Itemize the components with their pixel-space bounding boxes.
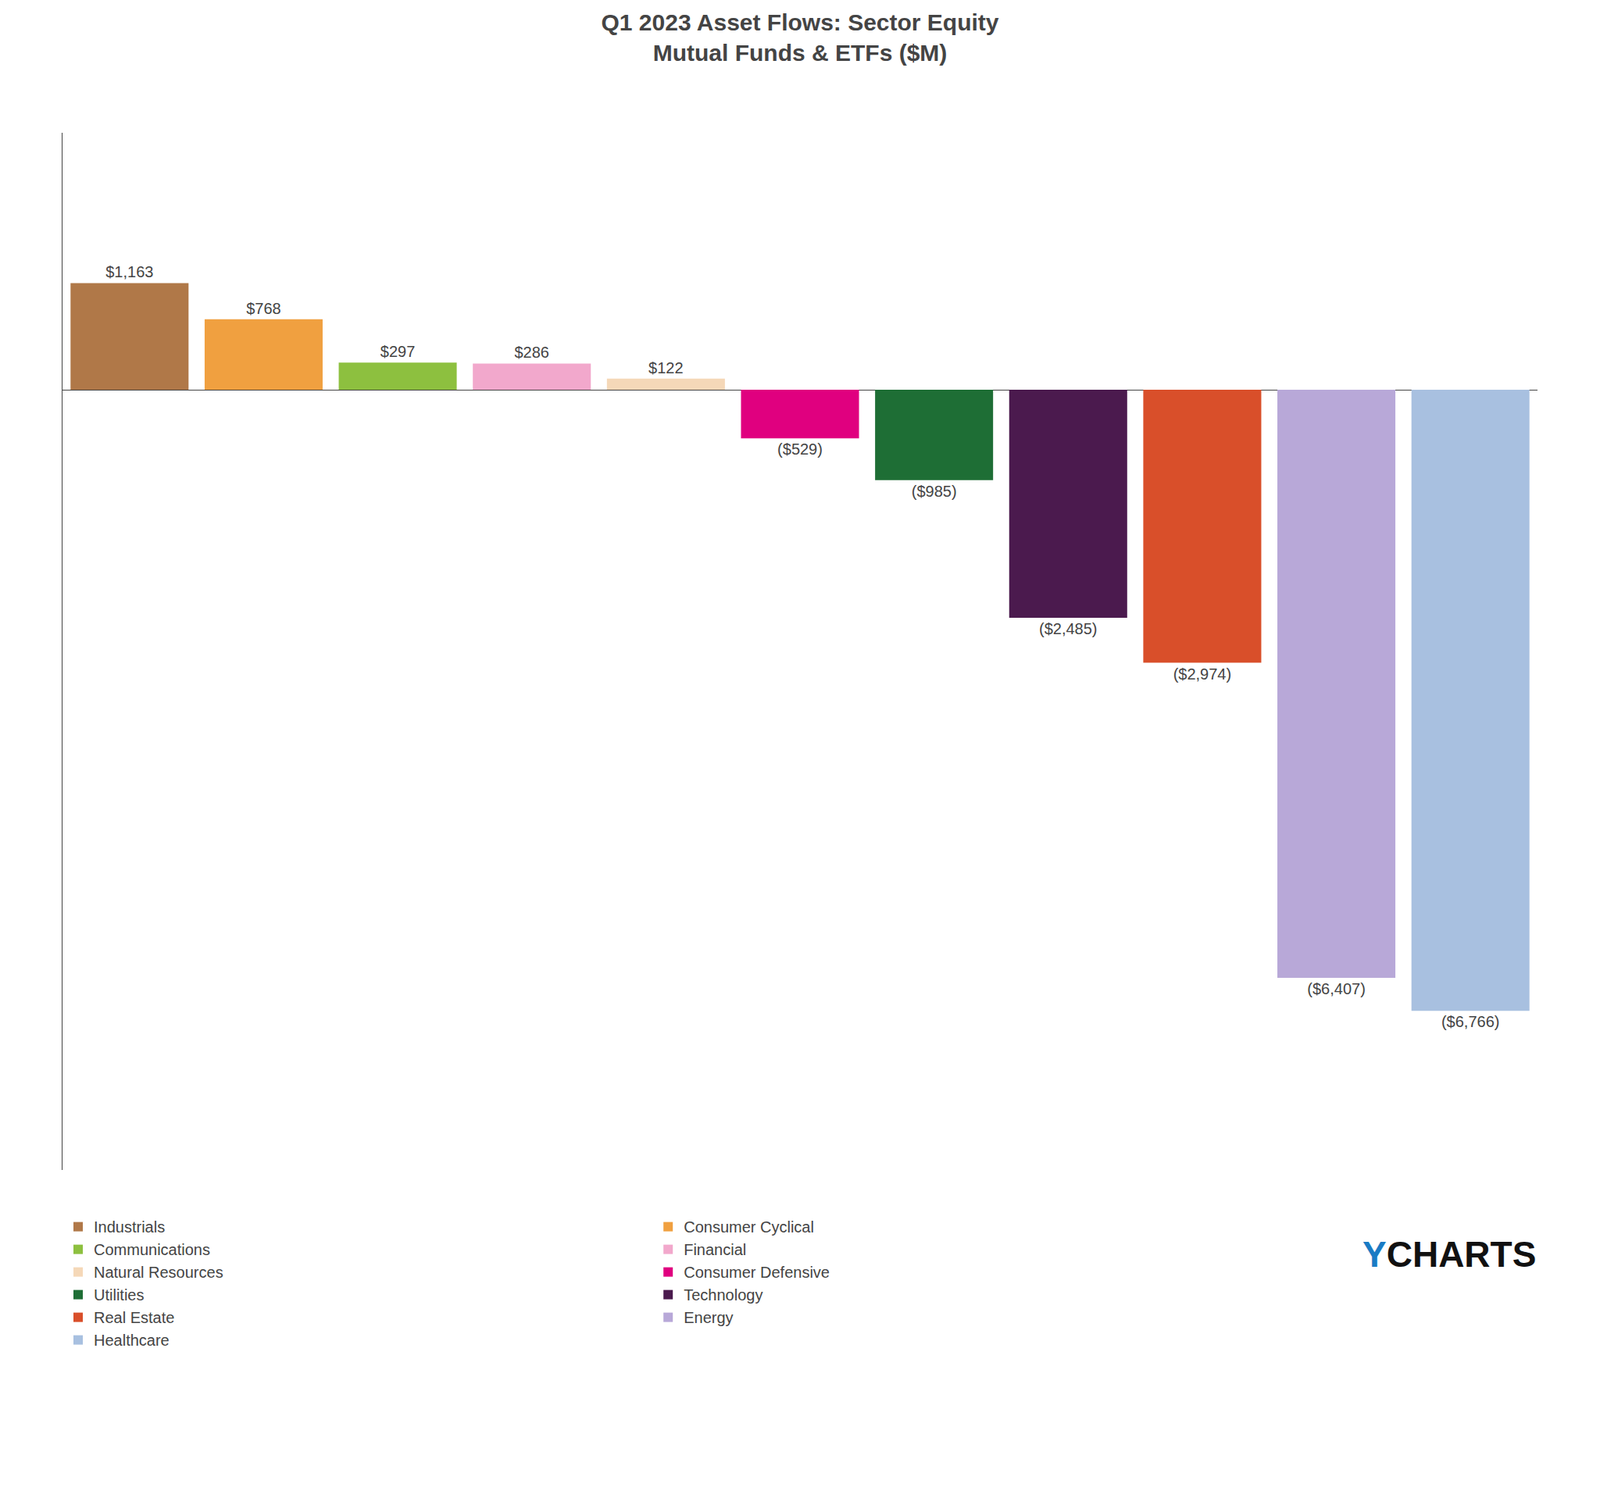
svg-text:($529): ($529) (777, 440, 823, 458)
svg-text:($6,766): ($6,766) (1441, 1013, 1500, 1031)
svg-text:$297: $297 (380, 342, 415, 361)
svg-text:Industrials: Industrials (93, 1218, 165, 1236)
svg-text:Real Estate: Real Estate (93, 1309, 175, 1327)
svg-text:($2,485): ($2,485) (1039, 620, 1098, 638)
svg-text:$286: $286 (514, 343, 550, 361)
svg-text:Technology: Technology (683, 1286, 763, 1304)
svg-text:Communications: Communications (93, 1241, 211, 1259)
svg-text:Utilities: Utilities (93, 1286, 144, 1304)
svg-text:($985): ($985) (911, 482, 958, 500)
svg-text:($6,407): ($6,407) (1307, 980, 1366, 998)
svg-text:($2,974): ($2,974) (1173, 665, 1233, 683)
svg-text:Consumer Cyclical: Consumer Cyclical (683, 1218, 815, 1236)
svg-text:$768: $768 (246, 300, 282, 318)
svg-text:$122: $122 (648, 359, 684, 377)
svg-text:Natural Resources: Natural Resources (93, 1264, 224, 1282)
svg-text:Healthcare: Healthcare (93, 1332, 170, 1350)
svg-text:$1,163: $1,163 (105, 263, 154, 281)
svg-text:Q1 2023 Asset Flows: Sector Eq: Q1 2023 Asset Flows: Sector EquityMutual… (600, 9, 999, 66)
svg-text:YCHARTS: YCHARTS (1362, 1234, 1536, 1275)
svg-text:Consumer Defensive: Consumer Defensive (683, 1264, 830, 1282)
svg-text:Energy: Energy (683, 1309, 733, 1327)
svg-text:Financial: Financial (683, 1241, 747, 1259)
